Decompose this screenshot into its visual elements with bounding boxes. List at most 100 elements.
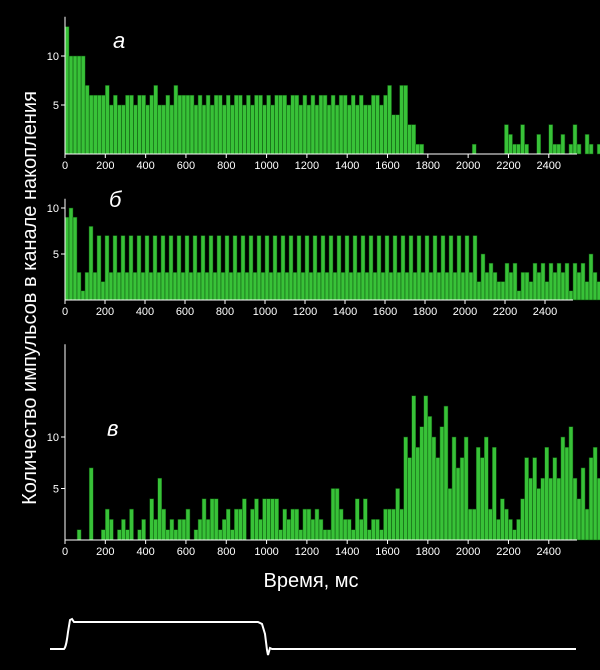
panel-c-bar: [101, 529, 106, 541]
panel-b-bar: [96, 235, 102, 301]
panel-c-bar: [524, 457, 529, 541]
x-tick-label: 1000: [254, 160, 278, 172]
panel-b-bar: [524, 272, 530, 301]
y-axis-title: Количество импульсов в канале накопления: [19, 91, 41, 505]
panel-c-bar: [286, 519, 292, 541]
x-tick-label: 600: [177, 160, 195, 172]
panel-a-bar: [193, 104, 199, 155]
panel-b-bar: [76, 272, 82, 301]
panel-b-bar: [420, 272, 426, 301]
panel-c-bar: [475, 447, 481, 541]
panel-c-bar: [274, 498, 279, 541]
panel-a-bar: [359, 94, 364, 155]
panel-a-bar: [342, 94, 348, 155]
panel-a-bar: [576, 143, 582, 155]
panel-a-bar: [330, 94, 336, 155]
panel-c-bar: [165, 529, 171, 541]
panel-b-bar: [168, 235, 174, 301]
panel-a-bar: [64, 26, 70, 155]
panel-b-bar: [324, 272, 330, 301]
panel-a-bar: [141, 94, 146, 155]
panel-b-bar: [180, 272, 186, 301]
panel-a-bar: [512, 143, 517, 155]
panel-c-bar: [504, 508, 509, 541]
panel-c-bar: [391, 508, 396, 541]
panel-c-bar: [479, 457, 485, 541]
y-tick-label: 5: [53, 249, 59, 261]
panel-a-bar: [338, 94, 344, 155]
x-axis-title: Время, мс: [263, 570, 358, 592]
x-tick-label: 600: [177, 546, 195, 558]
panel-b-bar: [408, 235, 414, 301]
panel-b-bar: [204, 272, 210, 301]
panel-a-bar: [109, 104, 114, 155]
panel-a-bar: [197, 94, 203, 155]
panel-b-bar: [344, 235, 350, 301]
panel-b-bar: [100, 281, 106, 301]
panel-a-bar: [572, 124, 578, 155]
panel-c-bar: [302, 508, 308, 541]
panel-c-bar: [552, 457, 558, 541]
panel-a-bar: [105, 85, 110, 155]
panel-c-bar: [596, 477, 600, 541]
panel-c-bar: [584, 508, 590, 541]
panel-a-bar: [92, 94, 98, 155]
panel-b-bar: [412, 272, 418, 301]
panel-a-bar: [153, 85, 158, 155]
panel-a-bar: [213, 94, 219, 155]
panel-c-bar: [342, 519, 348, 541]
x-tick-label: 1200: [293, 306, 317, 318]
panel-b-bar: [224, 235, 230, 301]
x-tick-label: 400: [136, 546, 154, 558]
panel-a-bar: [129, 94, 134, 155]
y-tick-label: 5: [53, 484, 59, 496]
panel-a-bar: [371, 94, 376, 155]
panel-c-bar: [492, 447, 497, 541]
panel-b-bar: [248, 235, 254, 301]
panel-a-bar: [346, 104, 352, 155]
panel-a-bar: [230, 104, 235, 155]
panel-b-bar: [484, 272, 490, 301]
panel-a-bar: [520, 124, 525, 155]
y-tick-label: 10: [47, 203, 59, 215]
panel-b-bar: [384, 235, 390, 301]
y-tick-label: 10: [47, 51, 59, 63]
panel-a-bar: [201, 104, 207, 155]
panel-b-bar: [132, 272, 138, 301]
panel-b-bar: [312, 235, 318, 301]
panel-a-bar: [274, 94, 279, 155]
panel-b-bar: [428, 272, 434, 301]
panel-c-bar: [298, 529, 304, 541]
x-tick-label: 1800: [416, 160, 440, 172]
panel-c-bar: [568, 426, 574, 541]
panel-a-bar: [508, 134, 513, 155]
panel-b-bar: [288, 235, 294, 301]
panel-b-bar: [68, 207, 74, 301]
panel-b-bar: [480, 253, 486, 301]
panel-a-bar: [419, 143, 425, 155]
panel-c-bar: [234, 508, 239, 541]
panel-b-bar: [548, 262, 554, 301]
panel-c-bar: [278, 529, 283, 541]
panel-c-bar: [294, 508, 300, 541]
panel-c-bar: [318, 519, 324, 541]
panel-b-bar: [468, 272, 474, 301]
x-tick-label: 400: [136, 160, 154, 172]
panel-b-bar: [356, 272, 362, 301]
panel-a-bar: [516, 143, 521, 155]
panel-b-bar: [140, 272, 146, 301]
panel-c-bar: [185, 508, 191, 541]
panel-a-bar: [318, 94, 324, 155]
panel-a-bar: [157, 104, 163, 155]
panel-b-bar: [328, 235, 334, 301]
panel-c-bar: [125, 529, 130, 541]
panel-a-bar: [278, 94, 283, 155]
panel-c-bar: [431, 436, 437, 541]
panel-c-bar: [290, 508, 296, 541]
panel-a-bar: [334, 104, 340, 155]
panel-b-bar: [380, 272, 386, 301]
x-tick-label: 200: [96, 306, 114, 318]
x-tick-label: 2000: [456, 160, 480, 172]
panel-c-bars: [76, 395, 600, 541]
